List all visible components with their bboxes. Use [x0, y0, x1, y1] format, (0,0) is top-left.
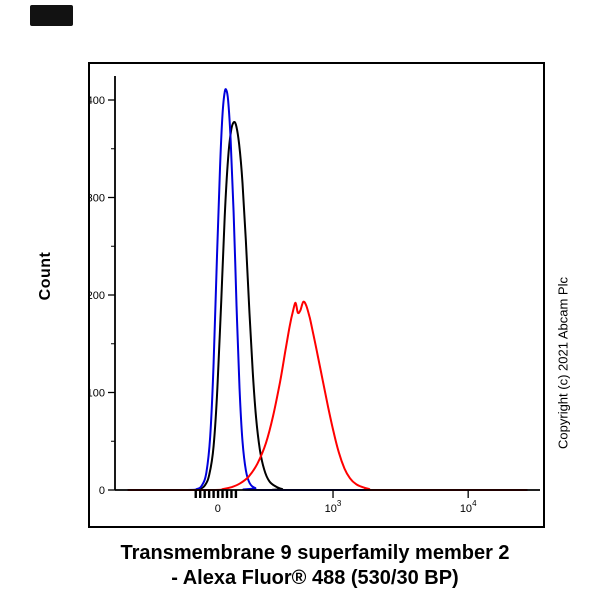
- x-tick-label: 0: [215, 503, 221, 515]
- top-left-mark: [30, 5, 73, 26]
- y-tick-label: 300: [88, 193, 105, 205]
- x-tick-label: 104: [460, 499, 477, 515]
- y-tick-label: 200: [88, 290, 105, 302]
- chart-title-line1: Transmembrane 9 superfamily member 2: [120, 542, 510, 564]
- y-tick-label: 400: [88, 95, 105, 107]
- y-tick-label: 100: [88, 388, 105, 400]
- copyright-text: Copyright (c) 2021 Abcam Plc: [555, 277, 571, 449]
- flow-histogram-plot: 0 100 200 300 400 0 103 104: [88, 62, 545, 528]
- chart-title: Transmembrane 9 superfamily member 2 - A…: [30, 541, 600, 591]
- plot-frame: [88, 62, 545, 528]
- red-curve: [127, 300, 528, 492]
- x-tick-label: 103: [325, 499, 342, 515]
- y-axis-title: Count: [37, 251, 54, 301]
- y-tick-label: 0: [99, 485, 105, 497]
- black-curve: [127, 120, 528, 491]
- chart-title-line2: - Alexa Fluor® 488 (530/30 BP): [171, 567, 459, 589]
- blue-curve: [127, 88, 528, 492]
